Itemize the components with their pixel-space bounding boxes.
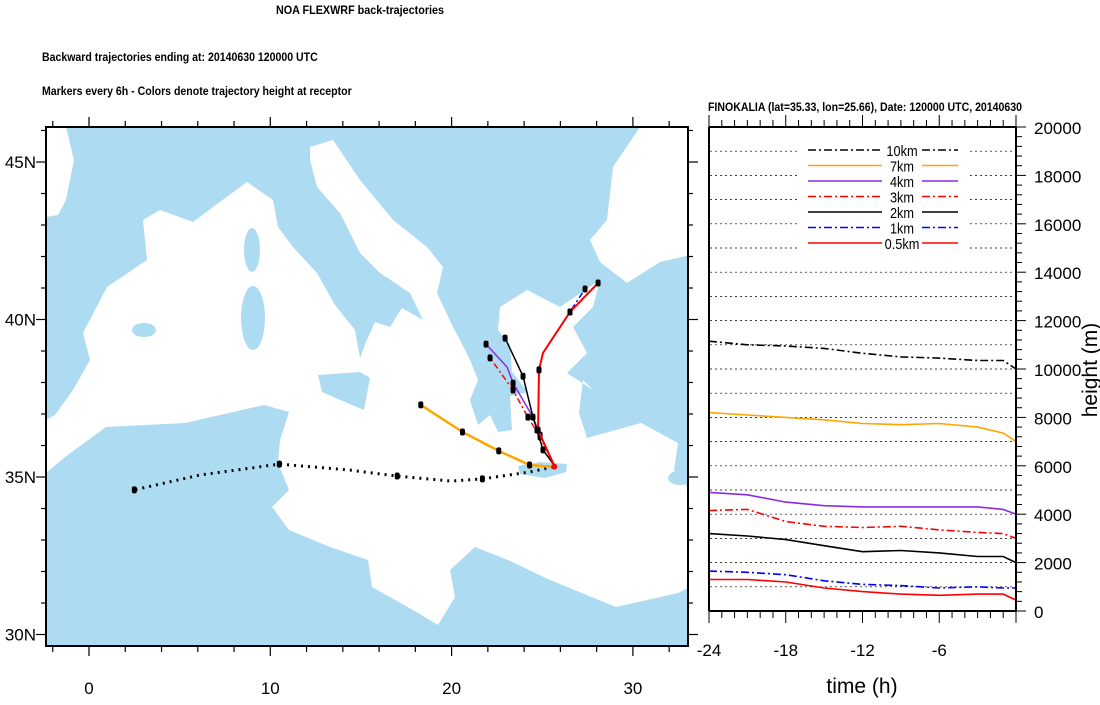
- trajectory-marker: [483, 340, 489, 348]
- trajectory-marker: [535, 426, 541, 434]
- height-tick-label: 12000: [1034, 313, 1081, 332]
- mallorca: [132, 323, 156, 337]
- trajectory-marker: [510, 386, 516, 394]
- time-tick-label: -6: [932, 641, 947, 660]
- panel-title: FINOKALIA (lat=35.33, lon=25.66), Date: …: [708, 101, 1022, 114]
- height-axes: -24 -18 -12 -6 0 2000 4000 6000 8000 10000 12000 14…: [697, 115, 1081, 660]
- trajectory-0_5km: [537, 282, 599, 466]
- black-sea: [590, 127, 688, 283]
- height-tick-label: 8000: [1034, 409, 1072, 428]
- legend-box: [800, 140, 968, 250]
- receptor-marker: [551, 463, 558, 470]
- x-axis-label: time (h): [826, 675, 897, 698]
- trajectory-10km: [133, 462, 554, 492]
- height-series-10km: [708, 340, 1017, 370]
- height-tick-label: 2000: [1034, 555, 1072, 574]
- sicily: [318, 372, 370, 410]
- time-tick-label: -12: [850, 641, 875, 660]
- height-tick-label: 0: [1034, 603, 1043, 622]
- lon-tick-label: 20: [442, 679, 461, 698]
- subtitle-ending: Backward trajectories ending at: 2014063…: [42, 51, 318, 64]
- corsica: [244, 228, 260, 272]
- trajectory-layer: [131, 279, 601, 494]
- trajectory-3km: [489, 357, 555, 466]
- cyprus: [668, 471, 688, 485]
- time-tick-label: -18: [773, 641, 798, 660]
- trajectory-marker: [276, 460, 282, 468]
- sardinia: [241, 286, 265, 350]
- trajectory-marker: [394, 472, 400, 480]
- trajectory-marker: [487, 354, 493, 362]
- legend-label: 4km: [890, 173, 914, 190]
- trajectory-marker: [510, 379, 516, 387]
- trajectory-marker: [479, 475, 485, 483]
- height-series-3km: [708, 508, 1017, 540]
- legend-label: 2km: [890, 204, 914, 221]
- lat-tick-label: 40N: [5, 311, 36, 330]
- height-tick-label: 14000: [1034, 264, 1081, 283]
- trajectory-marker: [540, 446, 546, 454]
- legend-label: 0.5km: [885, 235, 920, 252]
- trajectory-marker: [527, 461, 533, 469]
- trajectory-marker: [502, 334, 508, 342]
- lat-tick-label: 45N: [5, 153, 36, 172]
- height-series-2km: [708, 532, 1017, 564]
- height-tick-label: 18000: [1034, 167, 1081, 186]
- height-tick-label: 4000: [1034, 506, 1072, 525]
- map-axes: 0 10 20 30 30N 35N 40N 45N: [5, 117, 698, 698]
- time-tick-label: -24: [697, 641, 722, 660]
- trajectory-marker: [131, 486, 137, 494]
- legend-label: 7km: [890, 157, 914, 174]
- subtitle-markers: Markers every 6h - Colors denote traject…: [42, 85, 352, 98]
- height-tick-label: 20000: [1034, 119, 1081, 138]
- lat-tick-label: 30N: [5, 626, 36, 645]
- trajectory-marker: [536, 366, 542, 374]
- legend-label: 3km: [890, 188, 914, 205]
- height-series-7km: [708, 411, 1017, 443]
- trajectory-marker: [496, 447, 502, 455]
- height-tick-label: 6000: [1034, 458, 1072, 477]
- height-series-0_5km: [709, 578, 1017, 601]
- map-frame: [45, 126, 689, 647]
- lat-tick-label: 35N: [5, 468, 36, 487]
- lon-tick-label: 30: [623, 679, 642, 698]
- trajectory-marker: [525, 413, 531, 421]
- legend-label: 10km: [886, 142, 917, 159]
- legend-label: 1km: [890, 219, 914, 236]
- lon-tick-label: 10: [261, 679, 280, 698]
- trajectory-marker: [459, 428, 465, 436]
- trajectory-marker: [567, 308, 573, 316]
- lon-tick-label: 0: [84, 679, 93, 698]
- trajectory-map: 0 10 20 30 30N 35N 40N 45N: [5, 117, 698, 698]
- trajectory-marker: [418, 401, 424, 409]
- height-series: [708, 340, 1017, 601]
- height-tick-label: 10000: [1034, 361, 1081, 380]
- figure-title: NOA FLEXWRF back-trajectories: [276, 5, 444, 18]
- height-tick-label: 16000: [1034, 216, 1081, 235]
- y-axis-label: height (m): [1079, 323, 1100, 418]
- trajectory-marker: [582, 285, 588, 293]
- trajectory-marker: [520, 372, 526, 380]
- atlantic-ocean: [46, 127, 74, 217]
- trajectory-marker: [595, 279, 601, 287]
- height-series-4km: [708, 491, 1017, 515]
